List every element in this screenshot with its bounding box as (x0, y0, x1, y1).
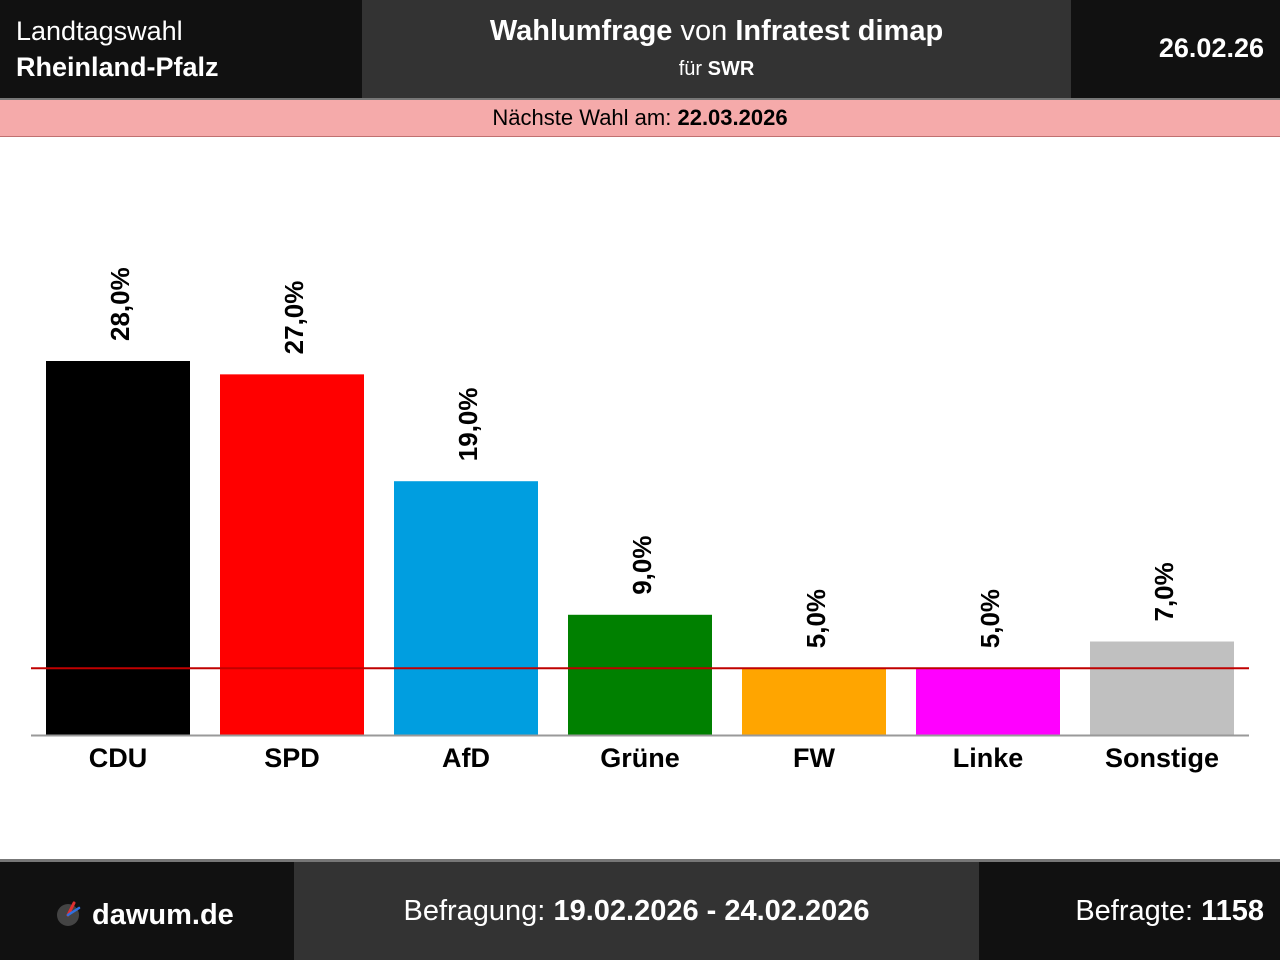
site-name: dawum.de (92, 899, 234, 931)
value-label-sonstige: 7,0% (1149, 562, 1179, 621)
category-label-grüne: Grüne (600, 743, 680, 773)
bar-sonstige (1090, 641, 1234, 735)
bar-spd (220, 374, 364, 735)
election-title-box: Landtagswahl Rheinland-Pfalz (0, 0, 362, 98)
value-label-afd: 19,0% (453, 387, 483, 461)
survey-period: 19.02.2026 - 24.02.2026 (553, 895, 870, 927)
next-election-label: Nächste Wahl am: (492, 105, 672, 130)
category-label-sonstige: Sonstige (1105, 743, 1219, 773)
client-name: SWR (707, 58, 755, 80)
poll-title: Wahlumfrage von Infratest dimap (362, 15, 1071, 48)
poll-title-box: Wahlumfrage von Infratest dimap für SWR (362, 0, 1071, 98)
poll-client: für SWR (362, 58, 1071, 81)
dawum-logo-icon (57, 901, 81, 926)
value-label-fw: 5,0% (801, 589, 831, 648)
fuer-word: für (678, 58, 703, 80)
bar-fw (742, 668, 886, 735)
footer-divider (0, 859, 1280, 862)
category-label-afd: AfD (442, 743, 490, 773)
category-label-linke: Linke (953, 743, 1024, 773)
next-election-bar: Nächste Wahl am: 22.03.2026 (0, 100, 1280, 137)
publish-date-box: 26.02.26 (1071, 0, 1280, 98)
category-label-spd: SPD (264, 743, 320, 773)
von-word: von (680, 15, 728, 47)
bar-afd (394, 481, 538, 735)
value-label-linke: 5,0% (975, 589, 1005, 648)
footer-respondents: Befragte: 1158 (979, 862, 1280, 960)
state-name: Rheinland-Pfalz (16, 52, 219, 82)
value-label-grüne: 9,0% (627, 536, 657, 595)
category-label-cdu: CDU (89, 743, 148, 773)
footer-survey-period: Befragung: 19.02.2026 - 24.02.2026 (294, 862, 979, 960)
survey-label: Befragung: (403, 895, 546, 927)
publish-date: 26.02.26 (1158, 33, 1264, 63)
bar-linke (916, 668, 1060, 735)
respondents-label: Befragte: (1075, 895, 1194, 927)
next-election-date: 22.03.2026 (677, 105, 788, 130)
category-label-fw: FW (793, 743, 835, 773)
poll-word: Wahlumfrage (489, 15, 673, 47)
bar-chart: 28,0% CDU 27,0% SPD 19,0% AfD 9,0% Grüne 5,0% FW 5… (31, 267, 1249, 773)
header: Landtagswahl Rheinland-Pfalz Wahlumfrage… (0, 0, 1280, 98)
institute-name: Infratest dimap (735, 15, 944, 47)
bar-cdu (46, 361, 190, 735)
header-divider (0, 98, 1280, 100)
value-label-spd: 27,0% (279, 281, 309, 355)
footer-brand: dawum.de (0, 862, 294, 960)
bar-grüne (568, 614, 712, 735)
value-label-cdu: 28,0% (105, 267, 135, 341)
election-type: Landtagswahl (16, 16, 183, 46)
respondents-count: 1158 (1201, 895, 1264, 927)
